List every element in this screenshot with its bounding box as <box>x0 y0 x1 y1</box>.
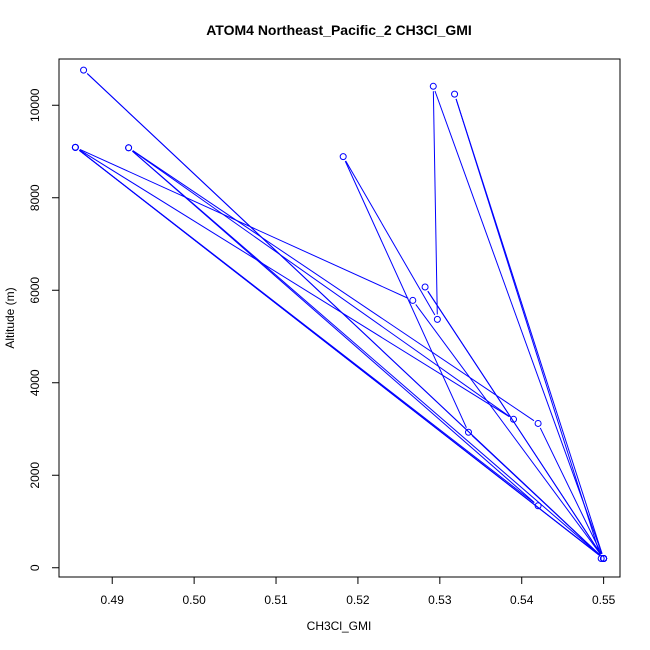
series-segment <box>434 90 603 554</box>
data-point <box>451 90 459 98</box>
series-segment <box>345 160 436 316</box>
y-tick-label: 10000 <box>28 88 42 122</box>
series-segment <box>455 98 603 554</box>
series-lines <box>79 73 603 556</box>
y-tick-label: 2000 <box>28 462 42 489</box>
chart-title: ATOM4 Northeast_Pacific_2 CH3Cl_GMI <box>206 22 472 38</box>
x-axis-label: CH3Cl_GMI <box>307 619 372 633</box>
series-segment <box>132 150 510 417</box>
data-point <box>71 143 79 151</box>
series-segment <box>79 148 409 299</box>
series-points <box>71 66 608 562</box>
series-segment <box>79 149 510 418</box>
y-tick-label: 0 <box>28 564 42 571</box>
data-point <box>600 555 608 562</box>
data-point <box>433 315 441 323</box>
x-tick-label: 0.52 <box>346 593 370 607</box>
data-point <box>429 82 437 90</box>
x-tick-label: 0.54 <box>510 593 534 607</box>
series-segment <box>132 150 535 503</box>
series-segment <box>79 150 600 556</box>
x-tick-label: 0.53 <box>428 593 452 607</box>
x-axis: 0.49 0.50 0.51 0.52 0.53 0.54 0.55 <box>101 577 616 607</box>
data-point <box>464 428 472 436</box>
series-segment <box>132 150 601 556</box>
series-segment <box>432 91 438 315</box>
data-point <box>80 66 88 74</box>
data-point <box>339 153 347 161</box>
x-tick-label: 0.51 <box>264 593 288 607</box>
series-segment <box>132 150 535 422</box>
data-point <box>597 555 605 562</box>
data-point <box>421 283 429 291</box>
data-point <box>510 415 518 423</box>
plot-frame <box>58 58 621 578</box>
x-tick-label: 0.49 <box>101 593 125 607</box>
y-tick-label: 4000 <box>28 369 42 396</box>
data-point <box>534 502 542 510</box>
y-tick-label: 8000 <box>28 184 42 211</box>
series-segment <box>344 160 467 428</box>
series-segment <box>415 304 602 555</box>
data-point <box>125 144 133 152</box>
x-tick-label: 0.50 <box>182 593 206 607</box>
data-point <box>409 296 417 304</box>
y-axis-label: Altitude (m) <box>3 287 17 348</box>
y-axis: 0 2000 4000 6000 8000 10000 <box>28 88 59 571</box>
y-tick-label: 6000 <box>28 277 42 304</box>
x-tick-label: 0.55 <box>592 593 616 607</box>
series-segment <box>427 290 602 555</box>
data-point <box>534 419 542 427</box>
series-segment <box>539 427 602 555</box>
